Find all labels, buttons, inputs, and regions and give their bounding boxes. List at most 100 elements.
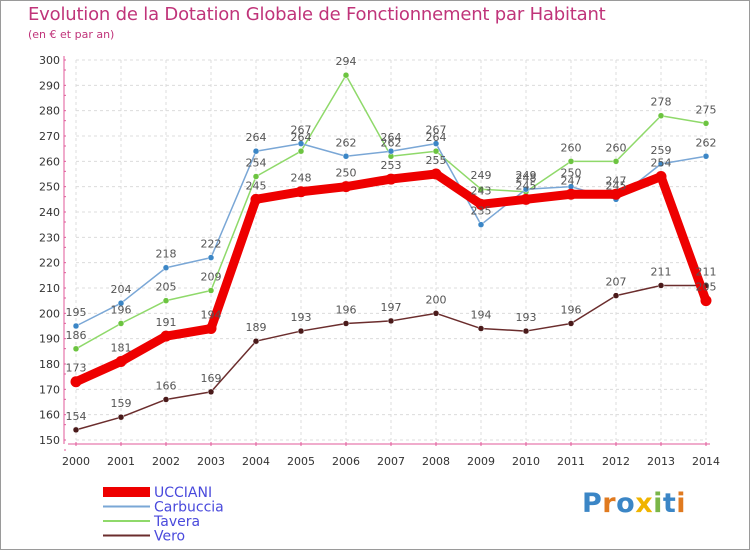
legend-label-ucciani: UCCIANI: [154, 485, 212, 501]
data-point-ucciani: [295, 186, 307, 198]
x-tick-label: 2008: [422, 455, 450, 468]
y-tick-label: 280: [39, 105, 60, 118]
logo-letter: t: [662, 488, 677, 519]
data-label-tavera: 260: [561, 141, 582, 154]
data-label-tavera: 186: [66, 329, 87, 342]
data-label-vero: 166: [156, 379, 177, 392]
data-label-vero: 196: [336, 303, 357, 316]
y-tick-label: 290: [39, 79, 60, 92]
data-label-ucciani: 254: [651, 157, 672, 170]
data-label-ucciani: 245: [246, 179, 267, 192]
data-label-tavera: 248: [516, 172, 537, 185]
x-tick-label: 2004: [242, 455, 270, 468]
data-point-ucciani: [610, 188, 622, 200]
data-point-ucciani: [385, 173, 397, 185]
data-label-vero: 154: [66, 410, 87, 423]
data-point-ucciani: [430, 168, 442, 180]
data-point-tavera: [612, 158, 620, 165]
data-label-tavera: 254: [246, 157, 267, 170]
data-label-tavera: 196: [111, 303, 132, 316]
data-label-ucciani: 205: [696, 281, 717, 294]
data-label-carbuccia: 204: [111, 283, 132, 296]
data-label-ucciani: 255: [426, 154, 447, 167]
y-tick-label: 180: [39, 358, 60, 371]
data-label-carbuccia: 264: [381, 131, 402, 144]
data-label-carbuccia: 195: [66, 306, 87, 319]
y-tick-label: 170: [39, 383, 60, 396]
data-label-vero: 211: [651, 265, 672, 278]
y-tick-label: 260: [39, 155, 60, 168]
data-label-carbuccia: 218: [156, 248, 177, 261]
data-point-tavera: [432, 147, 440, 155]
logo-letter: o: [616, 488, 636, 519]
data-point-ucciani: [700, 295, 712, 307]
y-tick-label: 230: [39, 231, 60, 244]
data-point-tavera: [477, 185, 485, 193]
data-point-vero: [297, 327, 305, 335]
data-point-carbuccia: [432, 140, 440, 147]
data-label-tavera: 249: [471, 169, 492, 182]
x-tick-label: 2014: [692, 455, 720, 468]
legend-label-vero: Vero: [154, 529, 185, 545]
data-point-ucciani: [475, 198, 487, 210]
data-point-tavera: [72, 345, 80, 353]
data-point-ucciani: [520, 193, 532, 205]
data-point-vero: [342, 320, 350, 327]
data-point-ucciani: [565, 188, 577, 200]
data-label-carbuccia: 267: [426, 124, 447, 137]
data-label-vero: 193: [291, 311, 312, 324]
data-point-carbuccia: [72, 322, 80, 330]
data-point-tavera: [297, 147, 305, 155]
data-label-vero: 197: [381, 301, 402, 314]
y-tick-label: 250: [39, 181, 60, 194]
x-tick-label: 2005: [287, 455, 315, 468]
data-label-vero: 200: [426, 293, 447, 306]
data-point-carbuccia: [477, 221, 485, 228]
data-label-tavera: 209: [201, 271, 222, 284]
data-point-carbuccia: [117, 299, 125, 307]
data-label-ucciani: 245: [516, 179, 537, 192]
data-label-ucciani: 243: [471, 184, 492, 197]
data-point-carbuccia: [387, 147, 395, 155]
data-label-ucciani: 247: [561, 174, 582, 187]
data-label-carbuccia: 222: [201, 238, 222, 251]
proxiti-logo: Proxiti: [582, 488, 686, 519]
data-label-vero: 159: [111, 397, 132, 410]
data-point-carbuccia: [162, 264, 170, 271]
data-point-vero: [162, 396, 170, 403]
data-point-tavera: [162, 297, 170, 304]
data-label-vero: 207: [606, 276, 627, 289]
data-label-ucciani: 173: [66, 362, 87, 375]
y-tick-label: 240: [39, 206, 60, 219]
data-label-carbuccia: 259: [651, 144, 672, 157]
x-tick-label: 2001: [107, 455, 135, 468]
data-label-ucciani: 250: [336, 167, 357, 180]
data-point-ucciani: [160, 330, 172, 342]
data-label-ucciani: 253: [381, 159, 402, 172]
logo-letter: r: [602, 488, 617, 519]
data-label-tavera: 275: [696, 103, 717, 116]
data-label-tavera: 264: [426, 131, 447, 144]
data-label-tavera: 205: [156, 281, 177, 294]
data-point-vero: [207, 388, 215, 396]
data-label-vero: 194: [471, 309, 492, 322]
data-label-ucciani: 181: [111, 341, 132, 354]
data-point-ucciani: [340, 181, 352, 193]
y-tick-label: 160: [39, 409, 60, 422]
data-point-ucciani: [70, 376, 82, 388]
data-point-tavera: [342, 71, 350, 79]
data-point-tavera: [207, 287, 215, 294]
data-point-vero: [567, 320, 575, 327]
data-point-carbuccia: [657, 160, 665, 168]
data-point-tavera: [567, 158, 575, 165]
legend-label-tavera: Tavera: [153, 514, 200, 530]
y-tick-label: 270: [39, 130, 60, 143]
data-point-tavera: [657, 112, 665, 119]
logo-letter: i: [653, 488, 663, 519]
data-label-carbuccia: 249: [516, 169, 537, 182]
x-tick-label: 2010: [512, 455, 540, 468]
data-point-carbuccia: [702, 153, 710, 160]
logo-letter: P: [582, 488, 603, 519]
data-label-vero: 196: [561, 303, 582, 316]
data-point-vero: [612, 292, 620, 299]
